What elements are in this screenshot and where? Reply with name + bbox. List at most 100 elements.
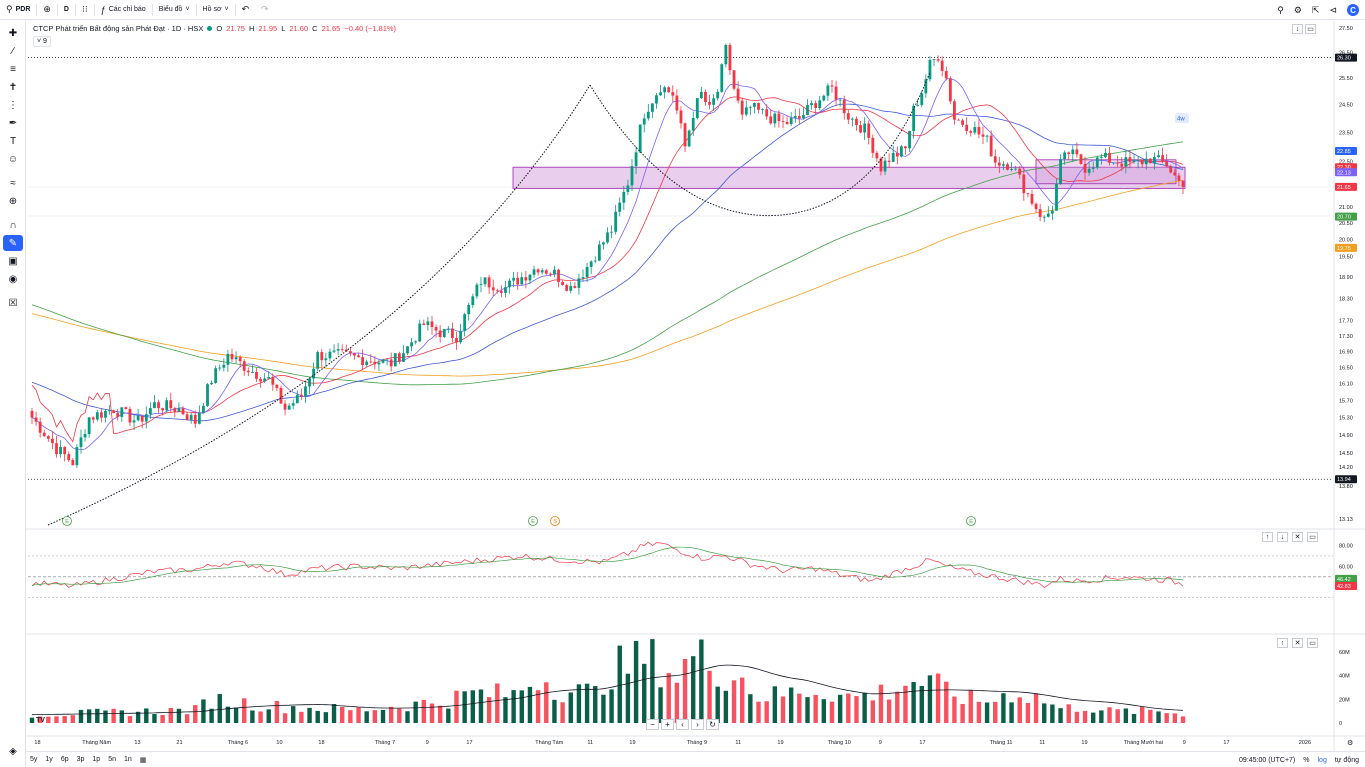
rsi-close-button[interactable]: ✕: [1292, 532, 1303, 542]
candle-body: [136, 415, 140, 421]
calendar-icon[interactable]: ▦: [139, 756, 147, 764]
candle-body: [1091, 167, 1095, 169]
candle-body: [165, 400, 169, 411]
candle-body: [332, 350, 336, 352]
chart-type-button[interactable]: Biểu đồ ˅: [153, 0, 196, 20]
zoom-in-button[interactable]: +: [661, 719, 674, 730]
candle-body: [295, 394, 299, 404]
brush-icon[interactable]: ✒: [8, 117, 18, 129]
emoji-icon[interactable]: ☺: [7, 153, 19, 165]
candle-body: [157, 402, 160, 409]
volume-bar: [127, 716, 133, 723]
zoom-out-button[interactable]: −: [646, 719, 659, 730]
candle-body: [30, 410, 34, 418]
event-marker-label: S: [553, 519, 557, 525]
draw-mode-icon[interactable]: ✎: [3, 235, 23, 251]
scroll-right-button[interactable]: ›: [691, 719, 704, 730]
time-display[interactable]: 09:45:00 (UTC+7): [1239, 756, 1296, 764]
bar-style-button[interactable]: ⁝⁝: [76, 0, 94, 20]
pane-collapse-button[interactable]: ▭: [1305, 24, 1316, 34]
fullscreen-icon[interactable]: ⇱: [1311, 4, 1320, 15]
redo-button[interactable]: ↷: [255, 0, 275, 20]
time-tick-label: 19: [1081, 740, 1087, 746]
time-tick-label: Tháng Năm: [82, 740, 111, 746]
price-tick-label: 20.00: [1339, 238, 1353, 244]
crosshair-icon[interactable]: ✚: [8, 27, 18, 39]
volume-ma-line: [31, 664, 1184, 716]
layers-icon[interactable]: ◈: [9, 745, 17, 757]
time-tick-label: Tháng Tám: [535, 740, 563, 746]
price-tick-label: 18.90: [1339, 275, 1353, 281]
zoom-icon[interactable]: ⊕: [8, 195, 18, 207]
indicators-label: Các chỉ báo: [108, 6, 146, 13]
projection-icon[interactable]: ⋮: [8, 99, 18, 111]
event-marker: [62, 516, 72, 526]
candle-body: [499, 290, 503, 293]
trash-icon[interactable]: ☒: [8, 297, 18, 309]
log-toggle[interactable]: log: [1317, 756, 1327, 764]
vol-close-button[interactable]: ✕: [1292, 638, 1303, 648]
candle-body: [1038, 209, 1042, 218]
lock-icon[interactable]: ▣: [8, 255, 18, 267]
price-label: 20.70: [1337, 215, 1351, 221]
gear-icon[interactable]: ⚙: [1293, 4, 1302, 15]
fib-icon[interactable]: ≡: [10, 63, 16, 75]
volume-bar: [1099, 710, 1104, 723]
candle-body: [899, 146, 903, 157]
volume-bar: [437, 705, 443, 723]
scroll-left-button[interactable]: ‹: [676, 719, 689, 730]
candle-body: [940, 60, 944, 72]
rsi-label-bg: [1335, 582, 1357, 591]
volume-bar: [544, 682, 549, 723]
pane-down-button[interactable]: ↓: [1292, 24, 1303, 34]
candle-body: [675, 95, 679, 111]
screener-icon[interactable]: ⚲: [1277, 4, 1284, 15]
candle-body: [736, 88, 740, 101]
pattern-icon[interactable]: ✝: [8, 81, 18, 93]
range-1m[interactable]: 1p: [92, 756, 101, 763]
trend-line-icon[interactable]: ∕: [12, 45, 14, 57]
candle-body: [1034, 203, 1038, 210]
candle-body: [634, 152, 638, 167]
rsi-maximize-button[interactable]: ▭: [1307, 532, 1318, 542]
range-5d[interactable]: 5n: [108, 756, 116, 763]
ruler-icon[interactable]: ≈: [10, 177, 16, 189]
time-tick-label: 19: [777, 740, 783, 746]
percent-toggle[interactable]: %: [1303, 756, 1310, 764]
eye-icon[interactable]: ◉: [8, 273, 18, 285]
symbol-search[interactable]: ⚲ PDR: [0, 0, 36, 20]
vol-maximize-button[interactable]: ▭: [1307, 638, 1318, 648]
candle-body: [255, 371, 258, 379]
range-3m[interactable]: 3p: [76, 756, 85, 763]
candle-body: [810, 103, 813, 106]
range-1y[interactable]: 1y: [45, 756, 53, 763]
rsi-down-button[interactable]: ↓: [1277, 532, 1288, 542]
vol-up-button[interactable]: ↑: [1277, 638, 1288, 648]
candle-body: [112, 410, 116, 414]
ma-20-line: [31, 96, 1184, 443]
candle-body: [357, 355, 360, 358]
candle-body: [691, 117, 695, 131]
range-6m[interactable]: 6p: [60, 756, 69, 763]
share-icon[interactable]: ⊲: [1329, 4, 1337, 15]
candle-body: [181, 408, 185, 415]
volume-bar: [299, 711, 304, 723]
range-5y[interactable]: 5y: [30, 756, 38, 763]
profile-button[interactable]: Hồ sơ ˅: [197, 0, 235, 20]
undo-button[interactable]: ↶: [236, 0, 256, 20]
range-1d[interactable]: 1n: [124, 756, 132, 763]
candle-body: [1120, 163, 1124, 167]
auto-toggle[interactable]: tự động: [1334, 756, 1359, 764]
magnet-icon[interactable]: ∩: [9, 219, 17, 231]
text-icon[interactable]: T: [9, 135, 17, 147]
candle-body: [744, 107, 748, 115]
indicators-toggle[interactable]: ˅ 9: [33, 36, 51, 47]
reset-button[interactable]: ↻: [706, 719, 719, 730]
interval-button[interactable]: D: [58, 0, 75, 20]
indicators-button[interactable]: ƒ Các chỉ báo: [95, 0, 152, 20]
candle-body: [769, 116, 773, 124]
rsi-up-button[interactable]: ↑: [1262, 532, 1273, 542]
compare-button[interactable]: ⊕: [37, 0, 57, 20]
volume-bar: [37, 716, 43, 723]
